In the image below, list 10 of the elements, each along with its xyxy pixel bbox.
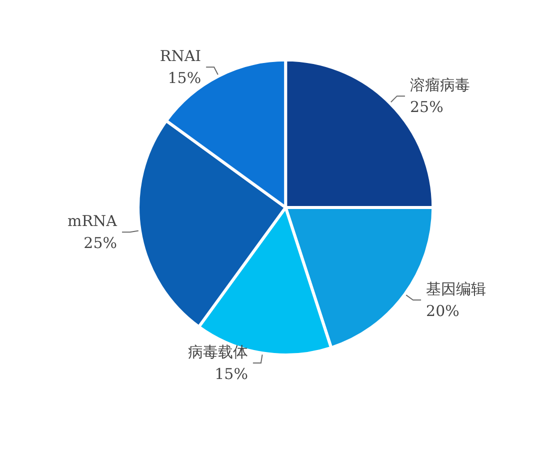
- slice-label: 病毒载体: [188, 343, 248, 362]
- data-label: 25%: [84, 234, 118, 252]
- slice-label: 基因编辑: [426, 280, 486, 298]
- slice-label: 溶瘤病毒: [410, 76, 470, 94]
- data-label: 15%: [214, 365, 248, 384]
- data-label: 20%: [426, 302, 460, 320]
- slice-label: RNAI: [160, 47, 202, 66]
- data-label: 15%: [168, 69, 202, 88]
- data-label: 25%: [410, 98, 444, 116]
- slice-label: mRNA: [68, 212, 118, 230]
